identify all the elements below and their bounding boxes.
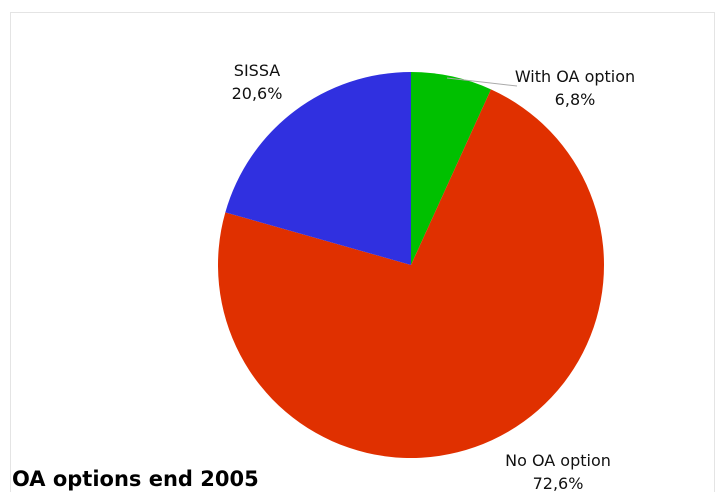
slice-label-sissa: SISSA <box>234 61 280 80</box>
with-oa-option-leader-line <box>446 77 518 87</box>
chart-frame <box>10 12 715 492</box>
slice-label-no-oa-option: No OA option <box>505 451 611 470</box>
slice-value-no-oa-option: 72,6% <box>533 474 584 493</box>
slice-value-with-oa-option: 6,8% <box>555 90 596 109</box>
slice-label-with-oa-option: With OA option <box>515 67 635 86</box>
pie-slice-sissa <box>225 72 411 265</box>
slice-value-sissa: 20,6% <box>232 84 283 103</box>
pie-slice-with-oa-option <box>411 72 491 265</box>
chart-title: OA options end 2005 <box>12 467 259 491</box>
pie-slice-no-oa-option <box>218 89 604 458</box>
pie-slices <box>218 72 604 458</box>
